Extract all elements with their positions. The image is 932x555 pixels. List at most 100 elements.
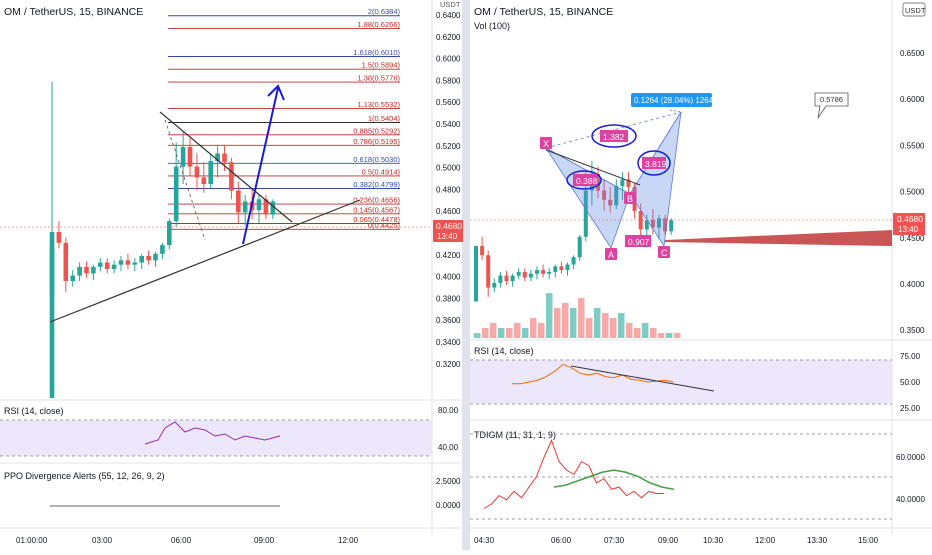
right-price-axis[interactable]: 0.6500 0.6000 0.5500 0.5000 0.4500 0.4000 0.35… (900, 49, 925, 335)
volume-bar (626, 323, 633, 338)
left-price-tick: 0.5800 (436, 76, 461, 85)
pattern-xab-fill[interactable] (545, 147, 631, 249)
candle-body (638, 210, 643, 230)
left-chart: OM / TetherUS, 15, BINANCE USDT 0.64000.… (0, 0, 463, 545)
candle-body (194, 166, 200, 178)
candle-body (620, 179, 625, 186)
left-time-tick: 09:00 (254, 536, 275, 545)
left-time-tick: 03:00 (92, 536, 113, 545)
candle-body (77, 266, 82, 276)
candle-body (596, 173, 600, 191)
candle-body (565, 264, 570, 271)
candle-body (480, 246, 485, 256)
candle-body (153, 253, 158, 261)
candle-body (663, 218, 668, 232)
ppo-tick-2500: 2.5000 (436, 477, 461, 486)
spike-body (49, 248, 55, 398)
fib-level-label: 1.88(0.6266) (357, 20, 400, 29)
left-price-tick: 0.6400 (436, 11, 461, 20)
candle-body (229, 162, 234, 191)
left-rsi-tick-80: 80.00 (438, 406, 459, 415)
right-rsi-tick-50: 50.00 (900, 378, 921, 387)
left-price-tick: 0.5000 (436, 164, 461, 173)
candle-body (669, 220, 674, 232)
candle-body (201, 177, 207, 185)
left-price-tick: 0.3600 (436, 316, 461, 325)
fib-level-label: 0.236(0.4656) (353, 196, 400, 205)
point-a-label: A (608, 250, 614, 260)
fib-level-label: 0.786(0.5195) (353, 137, 400, 146)
volume-bar (666, 333, 673, 338)
right-time-tick: 12:00 (755, 536, 776, 545)
candle-body (559, 266, 564, 271)
rsi-divergence-line[interactable] (570, 365, 715, 392)
panel-divider[interactable] (462, 0, 470, 550)
ratio-bd-circle (637, 150, 671, 176)
left-time-tick: 12:00 (338, 536, 359, 545)
left-price-axis[interactable]: 0.6400 0.6200 0.6000 0.5800 0.5600 0.5400 0.52… (436, 11, 461, 369)
projection-wedge[interactable] (665, 230, 892, 246)
pattern-bd-dash (629, 111, 682, 195)
fib-extension[interactable]: 2(0.6384) 1.88(0.6266) 1.618(0.6010) 1.5(0.… (168, 7, 401, 230)
fib-level-label: 0.5(0.4914) (362, 167, 401, 176)
right-time-axis[interactable]: 04:30 06:00 07:30 09:00 10:30 12:00 13:30 15:00 (474, 536, 879, 545)
volume-bar (482, 328, 489, 338)
right-price-tick: 0.5000 (900, 188, 925, 197)
candle-body (577, 236, 582, 258)
left-price-tick: 0.6000 (436, 55, 461, 64)
candle-body (236, 190, 241, 213)
price-callout[interactable] (814, 92, 849, 119)
ppo-tick-0: 0.0000 (436, 501, 461, 510)
ascending-trendline[interactable] (49, 199, 361, 323)
left-price-tick: 0.4200 (436, 251, 461, 260)
volume-bar (498, 328, 505, 338)
candle-body (139, 255, 144, 263)
right-rsi-series (512, 363, 674, 385)
tdi-tick-40: 40.0000 (896, 495, 925, 504)
volume-bar (546, 293, 553, 338)
left-time-tick: 06:00 (171, 536, 192, 545)
volume-bar (538, 323, 545, 338)
fib-level-label: 0.885(0.5292) (353, 126, 400, 135)
fib-level-label: 0.618(0.5030) (353, 155, 400, 164)
descending-trendline[interactable] (159, 111, 293, 223)
price-callout-label: 0.5786 (820, 95, 843, 104)
left-time-tick: 01:00:00 (16, 536, 48, 545)
point-c-label: C (661, 248, 668, 258)
right-descending-line[interactable] (545, 149, 641, 186)
measure-label: 0.1264 (28.04%) 1264 (634, 96, 714, 105)
right-rsi-title: RSI (14, close) (474, 346, 534, 356)
right-rsi-band (470, 360, 892, 404)
candle-body (553, 266, 558, 272)
left-time-axis[interactable]: 01:00:00 03:00 06:00 09:00 12:00 (16, 536, 359, 545)
candle-body (146, 255, 151, 261)
left-price-tick: 0.5600 (436, 98, 461, 107)
candle-body (215, 153, 220, 162)
right-price-tick: 0.4000 (900, 280, 925, 289)
left-price-tick: 0.3200 (436, 360, 461, 369)
left-price-tick: 0.5400 (436, 120, 461, 129)
right-currency-box[interactable] (902, 2, 926, 17)
ratio-xd: 1.382 (603, 132, 625, 142)
candle-body (614, 185, 619, 206)
candle-body (132, 262, 138, 265)
volume-bar (586, 318, 593, 338)
volume-bar (602, 313, 609, 338)
candle-body (63, 242, 69, 282)
left-price-tick: 0.3400 (436, 338, 461, 347)
candle-body (644, 220, 649, 230)
target-arrow-line[interactable] (242, 87, 279, 245)
pattern-bcd-fill[interactable] (629, 111, 682, 248)
right-candles (474, 161, 674, 302)
fib-level-label: 0.145(0.4567) (353, 205, 400, 214)
fib-level-label: 1.38(0.5776) (357, 74, 400, 83)
right-chart: OM / TetherUS, 15, BINANCE Vol (100) USD… (470, 0, 932, 545)
ratio-bd-box (642, 157, 666, 169)
tdi-green-line (553, 469, 675, 490)
left-rsi-title: RSI (14, close) (4, 406, 64, 416)
candle-body (208, 161, 213, 185)
candle-body (504, 275, 509, 282)
fib-level-label: 1.618(0.6010) (353, 48, 400, 57)
